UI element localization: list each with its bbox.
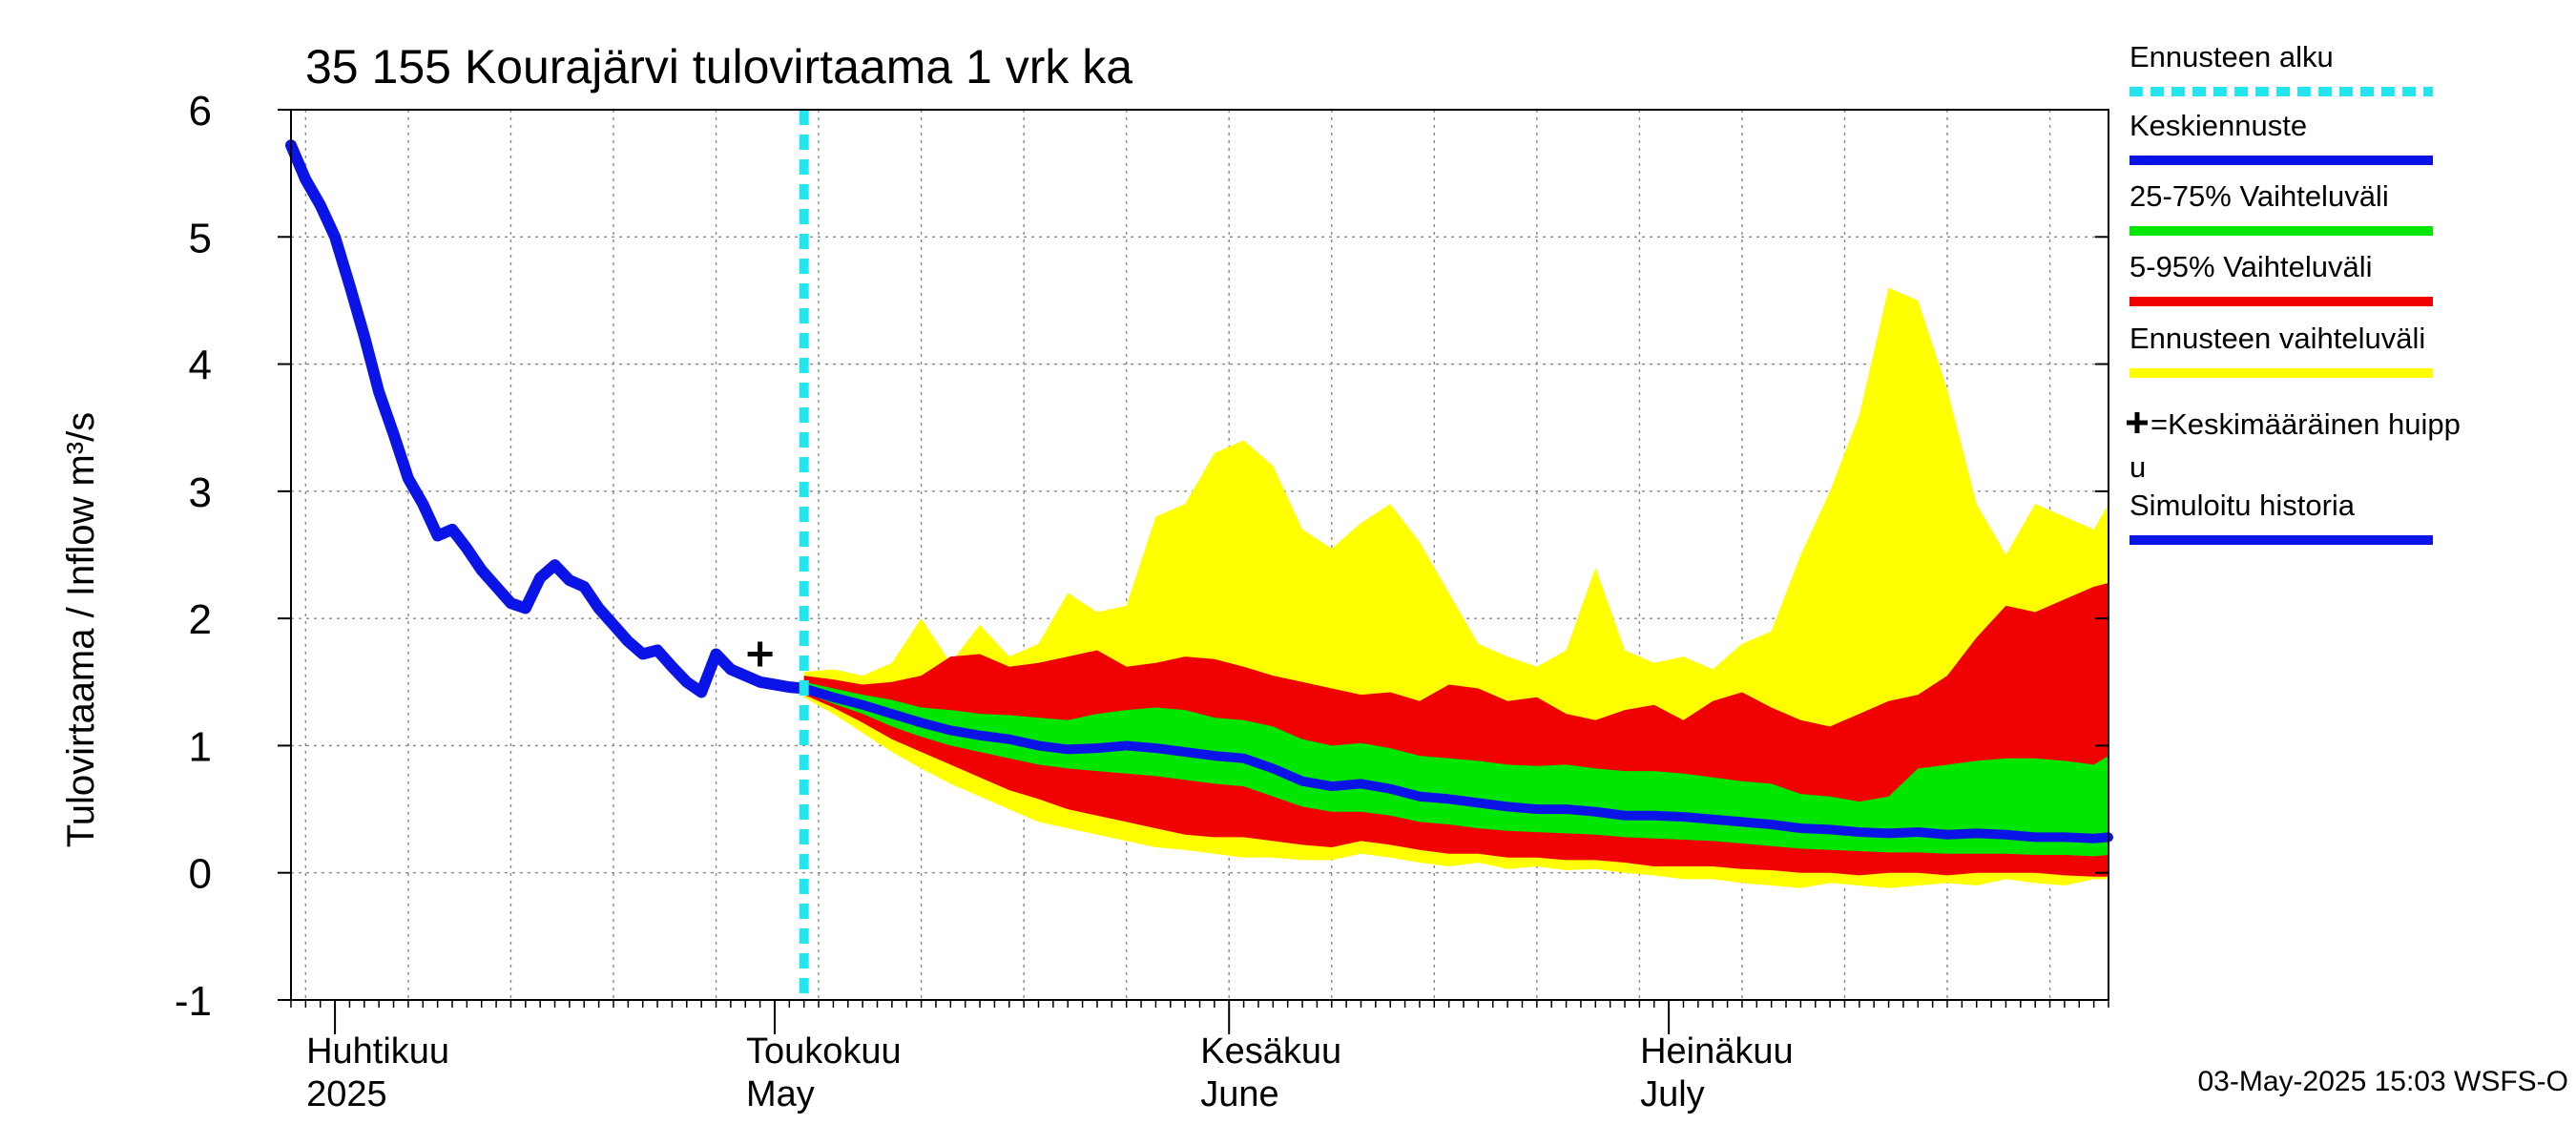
forecast-bands xyxy=(803,287,2109,888)
legend-label: Ennusteen vaihteluväli xyxy=(2129,322,2425,355)
x-tick-label-en: July xyxy=(1640,1074,1705,1114)
y-tick-label: 1 xyxy=(189,723,212,770)
timestamp: 03-May-2025 15:03 WSFS-O xyxy=(2198,1066,2569,1097)
legend-label: Simuloitu historia xyxy=(2129,489,2356,522)
band-25-75-vaihteluv-li xyxy=(803,681,2109,857)
y-tick-label: 3 xyxy=(189,469,212,516)
legend-label: 5-95% Vaihteluväli xyxy=(2129,250,2372,283)
y-tick-label: 4 xyxy=(189,343,212,389)
y-axis-label: Tulovirtaama / Inflow m³/s xyxy=(60,412,102,847)
legend-label-wrap: u xyxy=(2129,450,2146,484)
legend-label: Keskiennuste xyxy=(2129,109,2307,142)
x-tick-label-fi: Heinäkuu xyxy=(1640,1031,1794,1072)
series-lines xyxy=(285,110,2113,1000)
x-tick-label-fi: Kesäkuu xyxy=(1200,1031,1341,1072)
x-tick-label-en: 2025 xyxy=(306,1074,387,1114)
chart-title: 35 155 Kourajärvi tulovirtaama 1 vrk ka xyxy=(305,40,1132,94)
y-tick-label: 2 xyxy=(189,596,212,643)
y-tick-label: 0 xyxy=(189,851,212,898)
y-tick-label: 5 xyxy=(189,215,212,261)
median-forecast-line xyxy=(799,683,2113,843)
y-tick-label: -1 xyxy=(175,978,212,1025)
y-axis: -1 0 1 2 3 4 5 6 xyxy=(175,88,2109,1025)
legend-peak-marker xyxy=(2127,412,2148,433)
x-tick-label-en: June xyxy=(1200,1074,1278,1114)
simulated-history-line xyxy=(285,139,810,698)
y-tick-label: 6 xyxy=(189,88,212,135)
x-tick-label-fi: Toukokuu xyxy=(746,1031,902,1072)
legend: Ennusteen alku Keskiennuste 25-75% Vaihtel… xyxy=(2127,40,2461,545)
x-tick-label-fi: Huhtikuu xyxy=(306,1031,449,1072)
mean-peak-marker xyxy=(747,641,773,667)
legend-label: 25-75% Vaihteluväli xyxy=(2129,179,2389,213)
legend-label: Ennusteen alku xyxy=(2129,40,2334,73)
x-tick-label-en: May xyxy=(746,1074,815,1114)
legend-label: =Keskimääräinen huipp xyxy=(2150,407,2461,441)
